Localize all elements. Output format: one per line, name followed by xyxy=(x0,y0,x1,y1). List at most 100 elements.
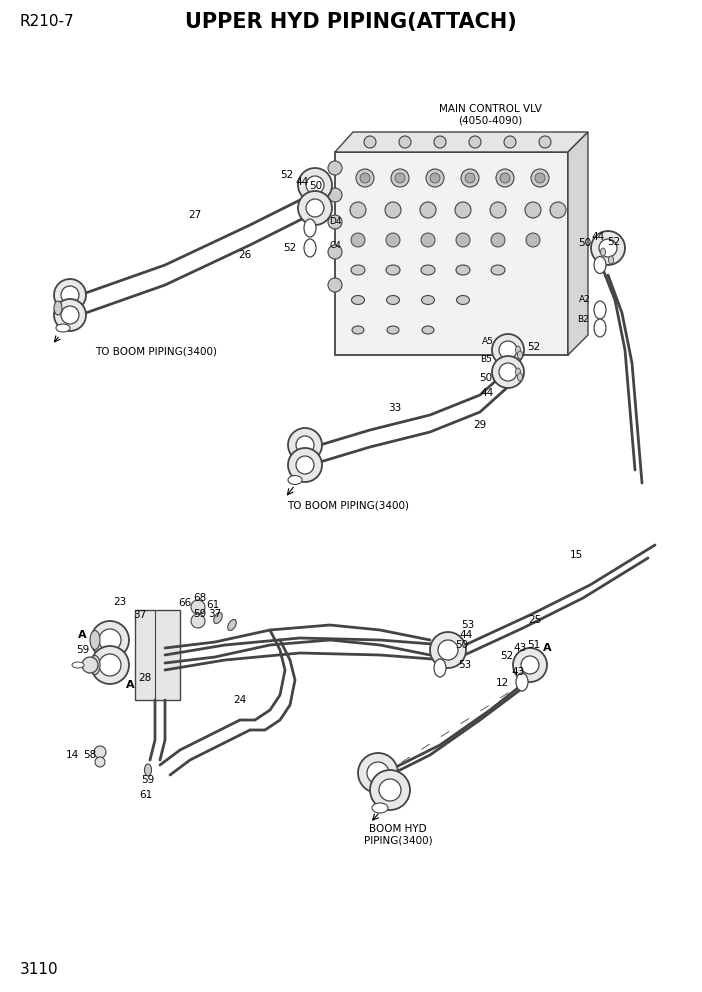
Circle shape xyxy=(550,202,566,218)
Circle shape xyxy=(91,621,129,659)
Polygon shape xyxy=(335,132,588,152)
Circle shape xyxy=(504,136,516,148)
Ellipse shape xyxy=(594,301,606,319)
Circle shape xyxy=(461,169,479,187)
Ellipse shape xyxy=(145,764,152,776)
Text: 14: 14 xyxy=(65,750,79,760)
Circle shape xyxy=(535,173,545,183)
Circle shape xyxy=(306,176,324,194)
Ellipse shape xyxy=(72,662,84,668)
Circle shape xyxy=(296,436,314,454)
Circle shape xyxy=(360,173,370,183)
Text: 58: 58 xyxy=(84,750,97,760)
Circle shape xyxy=(54,279,86,311)
Circle shape xyxy=(430,632,466,668)
Ellipse shape xyxy=(387,296,399,305)
Ellipse shape xyxy=(491,265,505,275)
Circle shape xyxy=(492,356,524,388)
Text: D4: D4 xyxy=(329,217,341,226)
Text: 51: 51 xyxy=(527,640,541,650)
Circle shape xyxy=(438,640,458,660)
Circle shape xyxy=(328,245,342,259)
Ellipse shape xyxy=(434,659,446,677)
Circle shape xyxy=(455,202,471,218)
Text: 28: 28 xyxy=(138,673,152,683)
Ellipse shape xyxy=(456,265,470,275)
Ellipse shape xyxy=(516,673,528,691)
Text: 53: 53 xyxy=(461,620,475,630)
Text: 44: 44 xyxy=(591,232,604,242)
Text: 26: 26 xyxy=(239,250,251,260)
Text: 52: 52 xyxy=(280,170,293,180)
Ellipse shape xyxy=(372,803,388,813)
Text: 44: 44 xyxy=(459,630,472,640)
Circle shape xyxy=(288,428,322,462)
Text: B2: B2 xyxy=(577,315,589,324)
Text: 61: 61 xyxy=(206,600,220,610)
Ellipse shape xyxy=(304,219,316,237)
Text: A: A xyxy=(78,630,86,640)
Circle shape xyxy=(465,173,475,183)
Circle shape xyxy=(54,299,86,331)
Circle shape xyxy=(491,233,505,247)
Ellipse shape xyxy=(422,326,434,334)
Circle shape xyxy=(351,233,365,247)
Ellipse shape xyxy=(456,296,470,305)
Circle shape xyxy=(434,136,446,148)
Circle shape xyxy=(61,306,79,324)
Ellipse shape xyxy=(421,265,435,275)
Circle shape xyxy=(499,363,517,381)
Text: 59: 59 xyxy=(141,775,154,785)
Circle shape xyxy=(288,448,322,482)
Circle shape xyxy=(99,629,121,651)
Text: 50: 50 xyxy=(578,238,592,248)
Text: 43: 43 xyxy=(511,667,524,677)
Text: 52: 52 xyxy=(284,243,297,253)
Circle shape xyxy=(539,136,551,148)
Circle shape xyxy=(328,161,342,175)
Ellipse shape xyxy=(351,265,365,275)
Circle shape xyxy=(82,657,98,673)
Text: BOOM HYD
PIPING(3400): BOOM HYD PIPING(3400) xyxy=(364,824,432,846)
Text: B5: B5 xyxy=(480,355,492,364)
Text: 52: 52 xyxy=(501,651,514,661)
Text: C4: C4 xyxy=(329,241,341,251)
Text: 23: 23 xyxy=(114,597,126,607)
Circle shape xyxy=(306,199,324,217)
Text: 15: 15 xyxy=(569,550,583,560)
Text: TO BOOM PIPING(3400): TO BOOM PIPING(3400) xyxy=(287,500,409,510)
Ellipse shape xyxy=(386,265,400,275)
Text: R210-7: R210-7 xyxy=(20,15,74,30)
Circle shape xyxy=(513,648,547,682)
Circle shape xyxy=(456,233,470,247)
Circle shape xyxy=(61,286,79,304)
Ellipse shape xyxy=(421,296,435,305)
Ellipse shape xyxy=(90,656,100,675)
Text: A: A xyxy=(543,643,551,653)
Circle shape xyxy=(430,173,440,183)
Text: 50: 50 xyxy=(310,181,322,191)
Circle shape xyxy=(91,646,129,684)
Circle shape xyxy=(94,746,106,758)
Circle shape xyxy=(95,757,105,767)
Ellipse shape xyxy=(515,368,520,376)
Text: 44: 44 xyxy=(296,177,309,187)
Circle shape xyxy=(191,614,205,628)
Text: 25: 25 xyxy=(529,615,542,625)
Text: 33: 33 xyxy=(388,403,402,413)
Text: 50: 50 xyxy=(456,640,468,650)
Text: A: A xyxy=(126,680,134,690)
Ellipse shape xyxy=(213,612,223,624)
Circle shape xyxy=(420,202,436,218)
Ellipse shape xyxy=(515,346,520,354)
Circle shape xyxy=(370,770,410,810)
Ellipse shape xyxy=(304,239,316,257)
Text: 53: 53 xyxy=(458,660,472,670)
Circle shape xyxy=(328,215,342,229)
Circle shape xyxy=(328,188,342,202)
Circle shape xyxy=(391,169,409,187)
Circle shape xyxy=(399,136,411,148)
Circle shape xyxy=(591,231,625,265)
Circle shape xyxy=(298,168,332,202)
Text: 29: 29 xyxy=(473,420,486,430)
